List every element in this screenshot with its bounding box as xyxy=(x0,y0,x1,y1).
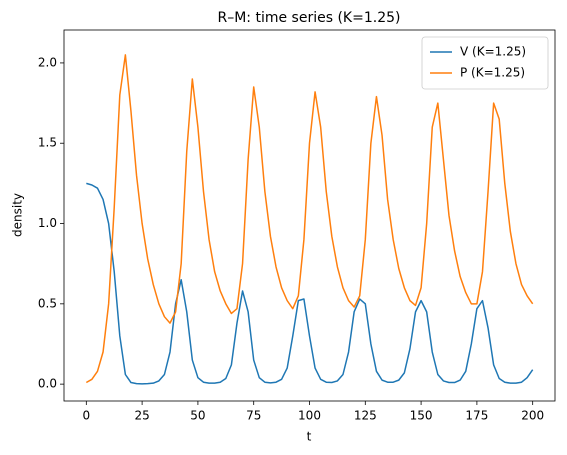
plot-frame xyxy=(63,29,556,402)
x-tick-label: 0 xyxy=(82,409,90,423)
y-axis-label: density xyxy=(11,193,25,237)
y-tick-label: 0.5 xyxy=(38,296,57,310)
y-tick-label: 0.0 xyxy=(38,377,57,391)
x-tick-label: 125 xyxy=(354,409,377,423)
y-tick-label: 1.5 xyxy=(38,136,57,150)
x-tick-label: 75 xyxy=(246,409,261,423)
legend-label: V (K=1.25) xyxy=(460,45,526,59)
line-series xyxy=(85,54,534,384)
x-tick-label: 200 xyxy=(521,409,544,423)
x-tick-label: 175 xyxy=(465,409,488,423)
x-tick-label: 25 xyxy=(134,409,149,423)
line-series xyxy=(86,182,534,385)
x-tick-label: 100 xyxy=(298,409,321,423)
x-axis-label: t xyxy=(307,430,312,444)
y-tick-label: 2.0 xyxy=(38,55,57,69)
legend-box xyxy=(421,36,549,90)
y-tick-label: 1.0 xyxy=(38,216,57,230)
x-tick-label: 50 xyxy=(190,409,205,423)
x-tick-label: 150 xyxy=(410,409,433,423)
chart-title: R–M: time series (K=1.25) xyxy=(218,10,401,26)
legend-label: P (K=1.25) xyxy=(460,66,525,80)
